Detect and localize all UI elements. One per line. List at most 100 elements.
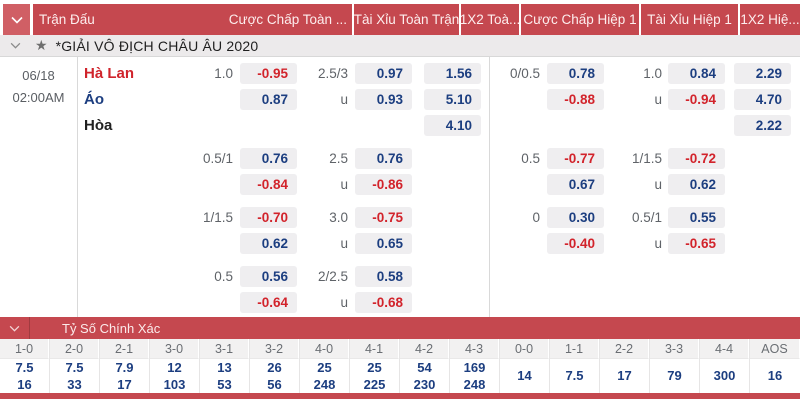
ft-handicap-odds[interactable]: 0.62 (240, 233, 297, 254)
correct-score-header[interactable]: Tỷ Số Chính Xác (0, 317, 800, 339)
ft-ou-odds[interactable]: -0.86 (355, 174, 412, 195)
score-odds-cell[interactable]: 13 (217, 360, 232, 375)
score-odds-cell[interactable]: 26 (267, 360, 282, 375)
h1-ou-odds[interactable]: 0.55 (668, 207, 725, 228)
score-column-header: 3-1 (200, 339, 249, 359)
favorite-star-icon[interactable]: ★ (35, 37, 48, 53)
ft-handicap-odds[interactable]: -0.84 (240, 174, 297, 195)
score-odds-cell[interactable]: 14 (517, 368, 532, 383)
ft-ou-odds[interactable]: 0.93 (355, 89, 412, 110)
odds-row: 0.5/1 2.5 0.5 1/1.5 0.76 0.76 -0.77 -0.72 (0, 146, 800, 172)
header-col-h1-handicap: Cược Chấp Hiệp 1 (521, 4, 639, 35)
ft-handicap-odds[interactable]: 0.87 (240, 89, 297, 110)
ft-ou-line-label: u (340, 295, 348, 310)
odds-board: 06/18 02:00AM Hà Lan 1.0 2.5/3 0/0.5 1.0 -0.9… (0, 57, 800, 317)
h1-handicap-odds[interactable]: 0.30 (547, 207, 604, 228)
ft-ou-line-label: 3.0 (329, 210, 348, 225)
h1-handicap-odds[interactable]: -0.88 (547, 89, 604, 110)
h1-handicap-odds[interactable]: 0.67 (547, 174, 604, 195)
ft-handicap-odds[interactable]: -0.95 (240, 63, 297, 84)
ft-ou-line-label: u (340, 92, 348, 107)
score-odds-cell[interactable]: 7.5 (565, 368, 584, 383)
h1-ou-odds[interactable]: -0.72 (668, 148, 725, 169)
header-collapse-button[interactable] (3, 4, 30, 35)
score-odds-cell[interactable]: 25 (317, 360, 332, 375)
h1-1x2-odds[interactable]: 2.29 (734, 63, 791, 84)
score-odds-cell[interactable]: 169 (463, 360, 486, 375)
score-odds-cell[interactable]: 248 (463, 377, 486, 392)
header-col-match: Trận Đấu (39, 12, 95, 27)
h1-1x2-odds[interactable]: 4.70 (734, 89, 791, 110)
score-column: 1-1 7.5 (550, 339, 600, 393)
ft-1x2-odds[interactable]: 5.10 (424, 89, 481, 110)
score-odds-cell[interactable]: 79 (667, 368, 682, 383)
h1-handicap-odds[interactable]: -0.77 (547, 148, 604, 169)
score-odds-cell[interactable]: 12 (167, 360, 182, 375)
odds-row: Hòa 4.10 2.22 (0, 113, 800, 139)
correct-score-collapse-button[interactable] (0, 317, 30, 339)
score-column-header: 3-2 (250, 339, 299, 359)
score-odds-cell[interactable]: 7.5 (15, 360, 34, 375)
score-column: 3-2 26 56 (250, 339, 300, 393)
score-odds-cell[interactable]: 16 (17, 377, 32, 392)
score-column-header: 4-4 (700, 339, 749, 359)
score-odds-cell[interactable]: 103 (163, 377, 186, 392)
h1-ou-odds[interactable]: 0.62 (668, 174, 725, 195)
header-col-ft-handicap: Cược Chấp Toàn ... (228, 12, 347, 27)
score-odds-cell[interactable]: 7.9 (115, 360, 134, 375)
ft-ou-odds[interactable]: 0.65 (355, 233, 412, 254)
team-name: Hòa (84, 117, 113, 134)
h1-ou-odds[interactable]: -0.65 (668, 233, 725, 254)
score-column-header: 1-1 (550, 339, 599, 359)
score-odds-cell[interactable]: 33 (67, 377, 82, 392)
h1-ou-odds[interactable]: -0.94 (668, 89, 725, 110)
odds-block: 0.5/1 2.5 0.5 1/1.5 0.76 0.76 -0.77 -0.72 u u -0.8… (0, 146, 800, 198)
ft-handicap-label: 1.0 (214, 66, 233, 81)
league-name: *GIẢI VÔ ĐỊCH CHÂU ÂU 2020 (55, 37, 259, 54)
ft-ou-odds[interactable]: 0.58 (355, 266, 412, 287)
ft-1x2-odds[interactable]: 4.10 (424, 115, 481, 136)
score-odds-cell[interactable]: 230 (413, 377, 436, 392)
league-chevron-down-icon[interactable] (10, 42, 21, 49)
league-row[interactable]: ★ *GIẢI VÔ ĐỊCH CHÂU ÂU 2020 (0, 35, 800, 57)
score-odds-cell[interactable]: 300 (713, 368, 736, 383)
h1-1x2-odds[interactable]: 2.22 (734, 115, 791, 136)
score-column-header: 4-0 (300, 339, 349, 359)
odds-row: Áo u u 0.87 0.93 5.10 -0.88 -0.94 4.70 (0, 87, 800, 113)
score-column: 3-1 13 53 (200, 339, 250, 393)
ft-handicap-odds[interactable]: -0.70 (240, 207, 297, 228)
score-column: 0-0 14 (500, 339, 550, 393)
score-odds-cell[interactable]: 53 (217, 377, 232, 392)
score-odds-cell[interactable]: 17 (617, 368, 632, 383)
h1-ou-odds[interactable]: 0.84 (668, 63, 725, 84)
ft-ou-line-label: u (340, 236, 348, 251)
ft-1x2-odds[interactable]: 1.56 (424, 63, 481, 84)
match-time: 02:00AM (12, 90, 65, 105)
score-odds-cell[interactable]: 225 (363, 377, 386, 392)
chevron-down-icon (9, 325, 20, 332)
ft-ou-odds[interactable]: 0.76 (355, 148, 412, 169)
h1-handicap-odds[interactable]: 0.78 (547, 63, 604, 84)
score-odds-cell[interactable]: 17 (117, 377, 132, 392)
score-column: 4-2 54 230 (400, 339, 450, 393)
h1-handicap-odds[interactable]: -0.40 (547, 233, 604, 254)
ft-handicap-odds[interactable]: 0.56 (240, 266, 297, 287)
score-column-header: 2-0 (50, 339, 99, 359)
score-odds-cell[interactable]: 25 (367, 360, 382, 375)
ft-ou-line-label: 2.5/3 (317, 66, 348, 81)
ft-handicap-odds[interactable]: -0.64 (240, 292, 297, 313)
score-odds-cell[interactable]: 248 (313, 377, 336, 392)
score-odds-cell[interactable]: 56 (267, 377, 282, 392)
score-odds-cell[interactable]: 16 (767, 368, 783, 383)
score-odds-cell[interactable]: 54 (417, 360, 432, 375)
ft-ou-odds[interactable]: -0.68 (355, 292, 412, 313)
ft-ou-odds[interactable]: 0.97 (355, 63, 412, 84)
chevron-down-icon (10, 16, 23, 24)
ft-ou-odds[interactable]: -0.75 (355, 207, 412, 228)
score-column-header: 4-2 (400, 339, 449, 359)
h1-ou-line-label: 0.5/1 (631, 210, 662, 225)
score-odds-cell[interactable]: 7.5 (65, 360, 84, 375)
h1-handicap-label: 0 (532, 210, 540, 225)
ft-handicap-odds[interactable]: 0.76 (240, 148, 297, 169)
ft-ou-line-label: 2/2.5 (317, 269, 348, 284)
